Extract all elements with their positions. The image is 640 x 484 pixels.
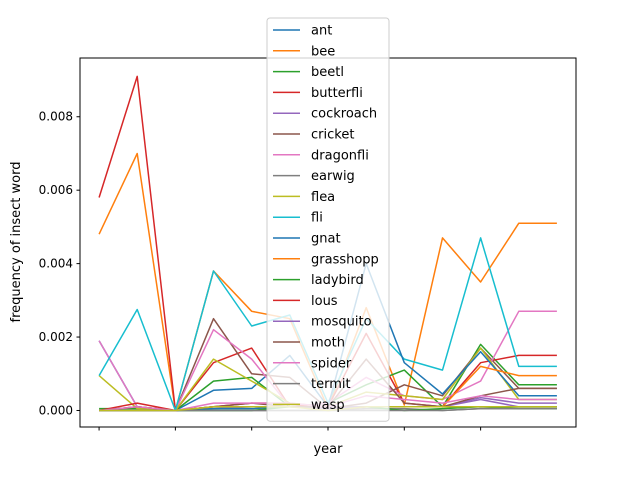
legend-label-wasp: wasp <box>311 398 345 413</box>
y-axis-label: frequency of insect word <box>9 162 24 323</box>
legend-label-lous: lous <box>311 294 338 309</box>
legend-label-spider: spider <box>311 356 352 371</box>
legend-label-flea: flea <box>311 190 335 205</box>
legend-label-beetl: beetl <box>311 65 344 80</box>
y-tick-label: 0.008 <box>39 110 73 124</box>
legend-label-gnat: gnat <box>311 232 341 247</box>
legend-label-bee: bee <box>311 44 335 59</box>
y-tick-label: 0.002 <box>39 330 73 344</box>
legend-label-butterfli: butterfli <box>311 86 363 101</box>
x-axis-ticks <box>98 427 482 431</box>
legend-label-mosquito: mosquito <box>311 315 372 330</box>
legend-label-earwig: earwig <box>311 169 355 184</box>
x-axis-label: year <box>313 442 343 457</box>
legend-box <box>266 17 390 422</box>
legend-label-cockroach: cockroach <box>311 107 377 122</box>
y-tick-label: 0.004 <box>39 257 73 271</box>
y-tick-label: 0.000 <box>39 403 73 417</box>
legend-label-cricket: cricket <box>311 128 354 143</box>
legend-label-ant: ant <box>311 24 332 39</box>
legend-label-grasshopp: grasshopp <box>311 252 379 267</box>
legend-label-dragonfli: dragonfli <box>311 148 369 163</box>
legend-label-ladybird: ladybird <box>311 273 364 288</box>
legend-label-fli: fli <box>311 211 323 226</box>
y-axis-ticks: 0.000 0.002 0.004 0.006 0.008 <box>39 110 80 417</box>
y-tick-label: 0.006 <box>39 183 73 197</box>
legend-label-termit: termit <box>311 377 351 392</box>
legend: ant bee beetl butterfli cockroach cricket drag… <box>266 17 390 422</box>
legend-label-moth: moth <box>311 336 345 351</box>
